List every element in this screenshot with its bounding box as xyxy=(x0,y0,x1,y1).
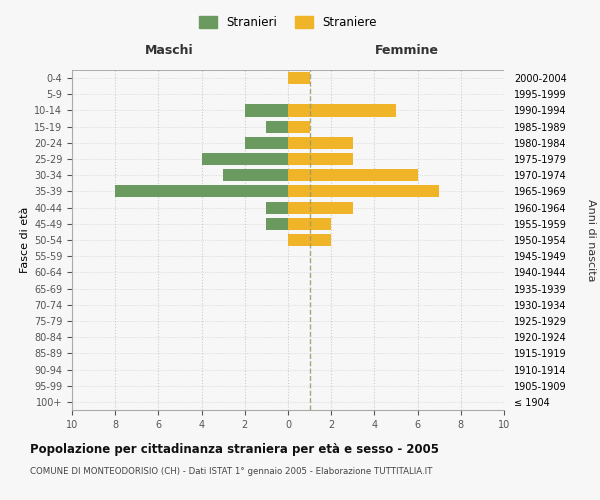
Y-axis label: Fasce di età: Fasce di età xyxy=(20,207,30,273)
Bar xyxy=(223,169,288,181)
Bar xyxy=(245,104,288,117)
Bar xyxy=(288,234,331,246)
Bar xyxy=(245,137,288,149)
Text: Femmine: Femmine xyxy=(375,44,439,57)
Text: Anni di nascita: Anni di nascita xyxy=(586,198,596,281)
Bar xyxy=(288,169,418,181)
Bar xyxy=(288,153,353,165)
Text: Maschi: Maschi xyxy=(145,44,194,57)
Text: Popolazione per cittadinanza straniera per età e sesso - 2005: Popolazione per cittadinanza straniera p… xyxy=(30,442,439,456)
Bar xyxy=(266,218,288,230)
Bar xyxy=(288,186,439,198)
Bar xyxy=(266,120,288,132)
Bar xyxy=(288,72,310,84)
Bar xyxy=(288,218,331,230)
Bar xyxy=(288,202,353,213)
Bar xyxy=(115,186,288,198)
Bar xyxy=(288,104,396,117)
Legend: Stranieri, Straniere: Stranieri, Straniere xyxy=(194,11,382,34)
Bar xyxy=(288,120,310,132)
Bar xyxy=(288,137,353,149)
Bar xyxy=(202,153,288,165)
Text: COMUNE DI MONTEODORISIO (CH) - Dati ISTAT 1° gennaio 2005 - Elaborazione TUTTITA: COMUNE DI MONTEODORISIO (CH) - Dati ISTA… xyxy=(30,468,433,476)
Bar xyxy=(266,202,288,213)
